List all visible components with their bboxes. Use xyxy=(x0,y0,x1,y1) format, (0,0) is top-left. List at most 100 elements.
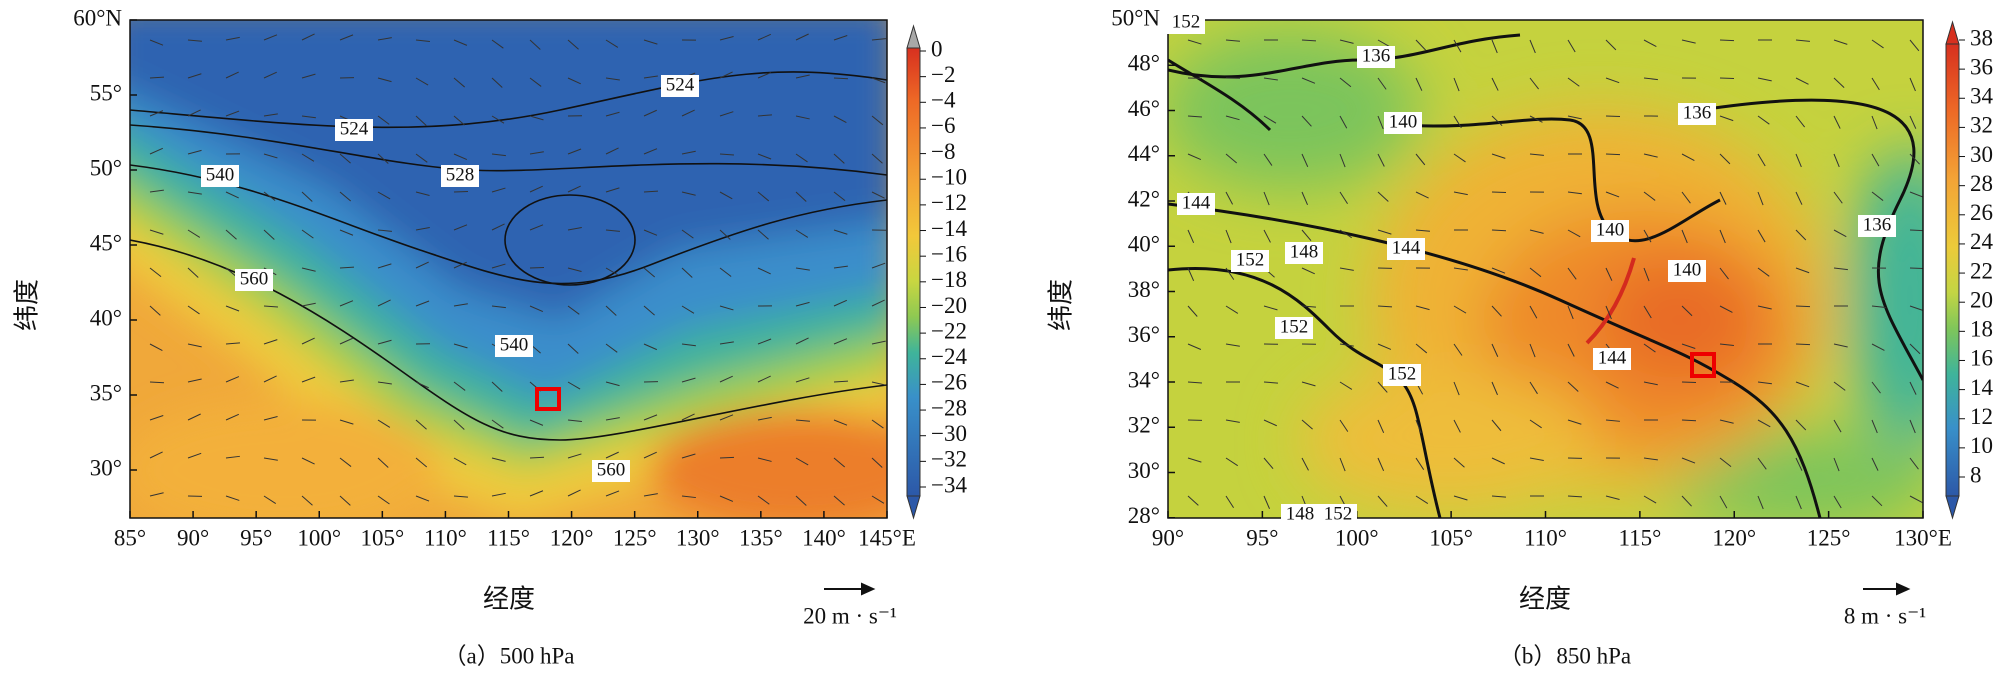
contour-label: 524 xyxy=(340,118,369,139)
wind-vector xyxy=(833,191,846,202)
wind-vector xyxy=(377,381,392,385)
wind-vector xyxy=(1909,153,1920,165)
wind-vector xyxy=(1225,39,1240,42)
wind-vector xyxy=(1567,191,1582,195)
wind-vector xyxy=(377,153,389,164)
colorbar-label: −26 xyxy=(931,370,967,395)
wind-vector xyxy=(871,381,886,386)
wind-vector xyxy=(1491,419,1502,432)
wind-vector xyxy=(833,115,847,123)
colorbar-end xyxy=(906,24,921,49)
wind-vector xyxy=(149,76,165,79)
wind-vector xyxy=(339,191,352,202)
wind-vector xyxy=(1187,343,1202,350)
wind-vector xyxy=(605,381,620,387)
wind-vector xyxy=(1529,457,1544,461)
wind-vector xyxy=(453,77,465,88)
contour-label: 560 xyxy=(597,459,626,480)
colorbar-end xyxy=(1945,20,1960,45)
wind-vector xyxy=(453,224,468,231)
wind-vector xyxy=(757,267,771,275)
wind-vector xyxy=(681,109,695,117)
wind-vector xyxy=(1453,419,1461,433)
wind-vector xyxy=(1719,115,1734,122)
wind-vector xyxy=(871,457,883,468)
wind-vector xyxy=(1871,343,1885,351)
wind-vector xyxy=(643,190,659,193)
wind-vector xyxy=(795,377,810,383)
wind-vector xyxy=(1681,419,1697,422)
wind-vector xyxy=(453,39,468,46)
wind-vector xyxy=(529,185,543,193)
wind-vector xyxy=(1301,153,1309,167)
wind-vector xyxy=(871,299,885,307)
map-a xyxy=(130,20,887,518)
wind-vector xyxy=(491,263,506,269)
wind-vector xyxy=(1491,381,1498,396)
wind-vector xyxy=(1757,115,1770,125)
contour-label-box xyxy=(661,75,699,97)
wind-vector xyxy=(1605,419,1620,422)
contour-label-box xyxy=(235,269,273,291)
x-tick-label: 105° xyxy=(360,525,404,550)
wind-vector xyxy=(1377,305,1393,308)
wind-vector xyxy=(719,71,733,79)
caption: （b）850 hPa xyxy=(1499,643,1631,668)
wind-vector xyxy=(1263,457,1274,469)
wind-vector xyxy=(1643,229,1652,243)
wind-vector xyxy=(1263,419,1277,427)
wind-vector xyxy=(453,457,467,466)
wind-vector xyxy=(1643,457,1658,461)
wind-vector xyxy=(605,267,619,276)
wind-vector xyxy=(605,229,620,232)
wind-vector xyxy=(1795,495,1802,510)
contour-label-box xyxy=(495,335,533,357)
wind-vector xyxy=(149,189,164,193)
wind-vector xyxy=(1453,305,1467,314)
wind-vector xyxy=(605,305,617,316)
contour-label-box xyxy=(1593,348,1631,370)
wind-vector xyxy=(1225,229,1232,244)
wind-vector xyxy=(871,38,886,41)
wind-vector xyxy=(643,229,658,236)
y-tick-label: 32° xyxy=(1128,413,1160,438)
wind-vector xyxy=(529,115,544,121)
wind-vector xyxy=(871,191,885,199)
wind-vector xyxy=(377,191,391,200)
wind-vector xyxy=(1871,191,1884,201)
wind-vector xyxy=(1187,229,1195,244)
colorbar-label: 18 xyxy=(1970,317,1993,342)
wind-vector xyxy=(263,191,276,201)
contour-label: 144 xyxy=(1598,347,1627,368)
colorbar-label: −2 xyxy=(931,62,955,87)
wind-vector xyxy=(1567,229,1581,238)
wind-vector xyxy=(833,419,848,426)
wind-vector xyxy=(1605,305,1612,320)
wind-vector xyxy=(225,495,240,501)
wind-vector xyxy=(1681,153,1695,162)
wind-vector xyxy=(301,267,316,272)
contour-label-box xyxy=(1668,260,1706,282)
wind-vector xyxy=(415,153,428,163)
wind-vector xyxy=(1757,457,1767,470)
wind-vector xyxy=(871,153,883,164)
wind-vector xyxy=(719,305,734,311)
wind-vector xyxy=(1339,229,1352,239)
wind-vector xyxy=(1567,267,1577,280)
wind-vector xyxy=(871,77,886,84)
wind-vector xyxy=(415,300,430,307)
wind-vector xyxy=(377,77,392,83)
map-b xyxy=(1168,20,1923,518)
wind-vector xyxy=(1263,305,1278,311)
wind-vector xyxy=(1681,457,1696,464)
wind-vector xyxy=(643,451,657,459)
wind-vector xyxy=(681,267,693,278)
wind-vector xyxy=(643,75,658,79)
wind-vector xyxy=(415,226,430,231)
wind-vector xyxy=(149,492,164,497)
wind-vector xyxy=(301,229,314,239)
wind-vector xyxy=(1833,191,1843,204)
wind-vector xyxy=(187,73,202,79)
wind-vector xyxy=(643,414,658,421)
wind-vector xyxy=(491,419,504,429)
